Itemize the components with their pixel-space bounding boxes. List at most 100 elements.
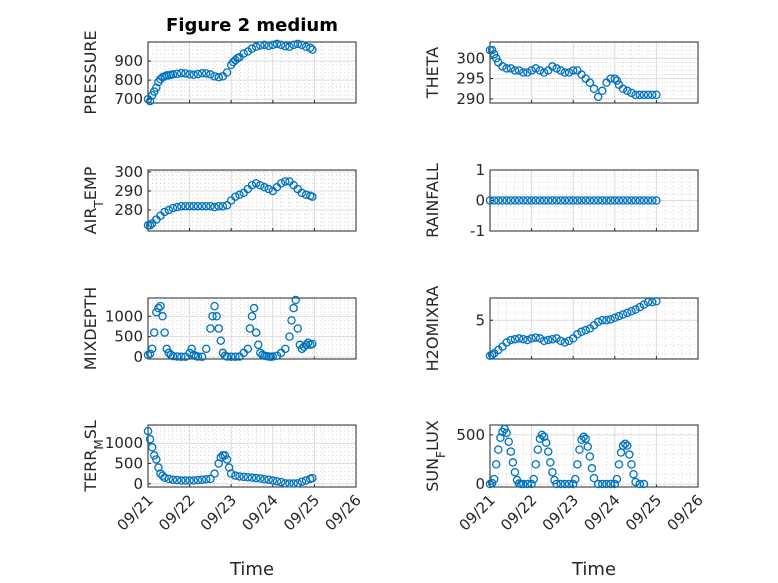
data-point	[243, 344, 253, 354]
y-tick-label: 0	[475, 475, 485, 493]
data-point	[506, 335, 516, 345]
data-point	[543, 196, 553, 205]
figure-title: Figure 2 medium	[166, 15, 338, 36]
data-point	[172, 69, 182, 79]
data-point	[226, 469, 236, 478]
data-point	[523, 68, 532, 77]
data-point	[245, 324, 255, 333]
data-point	[627, 196, 636, 205]
data-point	[502, 64, 511, 73]
subplot-h2omixra: 5 H2OMIXRA	[423, 286, 699, 371]
data-point	[251, 473, 261, 483]
data-point	[548, 196, 557, 205]
data-point	[523, 335, 532, 345]
data-point	[514, 196, 524, 205]
data-point	[149, 328, 159, 337]
y-tick-label: 800	[114, 71, 143, 89]
data-point	[529, 474, 538, 484]
axes-box	[147, 424, 357, 488]
data-point	[573, 330, 582, 339]
data-point	[498, 62, 507, 71]
data-point	[564, 196, 574, 205]
data-point	[308, 45, 317, 54]
data-point	[556, 196, 565, 205]
data-point	[216, 336, 226, 345]
data-point	[177, 476, 186, 485]
data-point	[527, 196, 536, 205]
data-point	[281, 344, 290, 354]
data-point	[598, 316, 607, 325]
data-point	[556, 336, 565, 346]
data-point	[264, 184, 273, 194]
data-point	[287, 316, 296, 325]
data-point	[568, 196, 578, 205]
y-tick-label: 0	[133, 475, 143, 493]
y-tick-label: 1	[475, 161, 485, 179]
data-point	[635, 90, 645, 100]
data-point	[612, 474, 622, 484]
data-point	[647, 297, 657, 307]
data-point	[168, 351, 178, 361]
data-point	[206, 474, 215, 484]
y-axis-label: MIXDEPTH	[81, 287, 100, 370]
x-tick-label: 09/26	[664, 491, 707, 534]
data-point	[510, 467, 520, 477]
x-tick-label: 09/22	[155, 491, 198, 534]
y-tick-label: 1000	[105, 307, 143, 325]
data-point	[208, 312, 217, 321]
data-point	[504, 437, 513, 446]
data-point	[293, 39, 303, 49]
data-point	[627, 460, 636, 469]
y-tick-label: 900	[114, 52, 143, 70]
data-point	[152, 307, 161, 317]
data-point	[201, 344, 211, 354]
data-point	[239, 49, 248, 58]
data-point	[289, 40, 298, 50]
data-point	[556, 66, 565, 75]
data-point	[618, 84, 628, 94]
data-point	[201, 201, 211, 211]
data-point	[256, 474, 265, 483]
y-tick-label: 300	[456, 49, 485, 67]
data-point	[535, 334, 545, 343]
data-point	[253, 340, 263, 350]
data-point	[177, 68, 186, 78]
data-point	[589, 196, 599, 205]
data-point	[639, 196, 649, 205]
data-point	[297, 40, 307, 50]
data-point	[308, 339, 317, 349]
data-point	[612, 76, 622, 85]
data-point	[222, 201, 232, 210]
data-point	[581, 196, 590, 205]
data-point	[552, 479, 561, 489]
data-point	[220, 451, 230, 460]
data-point	[506, 64, 516, 73]
data-point	[647, 90, 657, 100]
data-point	[508, 458, 518, 467]
data-point	[571, 474, 580, 484]
data-point	[614, 460, 624, 469]
y-tick-label: 290	[456, 90, 485, 108]
data-point	[539, 432, 549, 442]
data-point	[222, 352, 232, 361]
data-point	[210, 301, 219, 311]
x-tick-label: 09/25	[622, 491, 665, 534]
y-tick-label: 300	[114, 163, 143, 181]
data-point	[185, 70, 194, 79]
data-point	[552, 196, 561, 205]
y-tick-label: 0	[475, 192, 485, 210]
x-tick-label: 09/21	[114, 491, 157, 534]
data-point	[491, 54, 501, 63]
data-point	[506, 447, 516, 456]
data-point	[145, 434, 155, 444]
data-point	[535, 196, 545, 205]
y-tick-label: 1000	[105, 434, 143, 452]
data-point	[201, 475, 211, 484]
data-point	[256, 180, 265, 190]
data-point	[276, 477, 286, 487]
axes-box	[489, 424, 699, 488]
data-point	[643, 297, 653, 307]
data-point	[639, 300, 649, 309]
